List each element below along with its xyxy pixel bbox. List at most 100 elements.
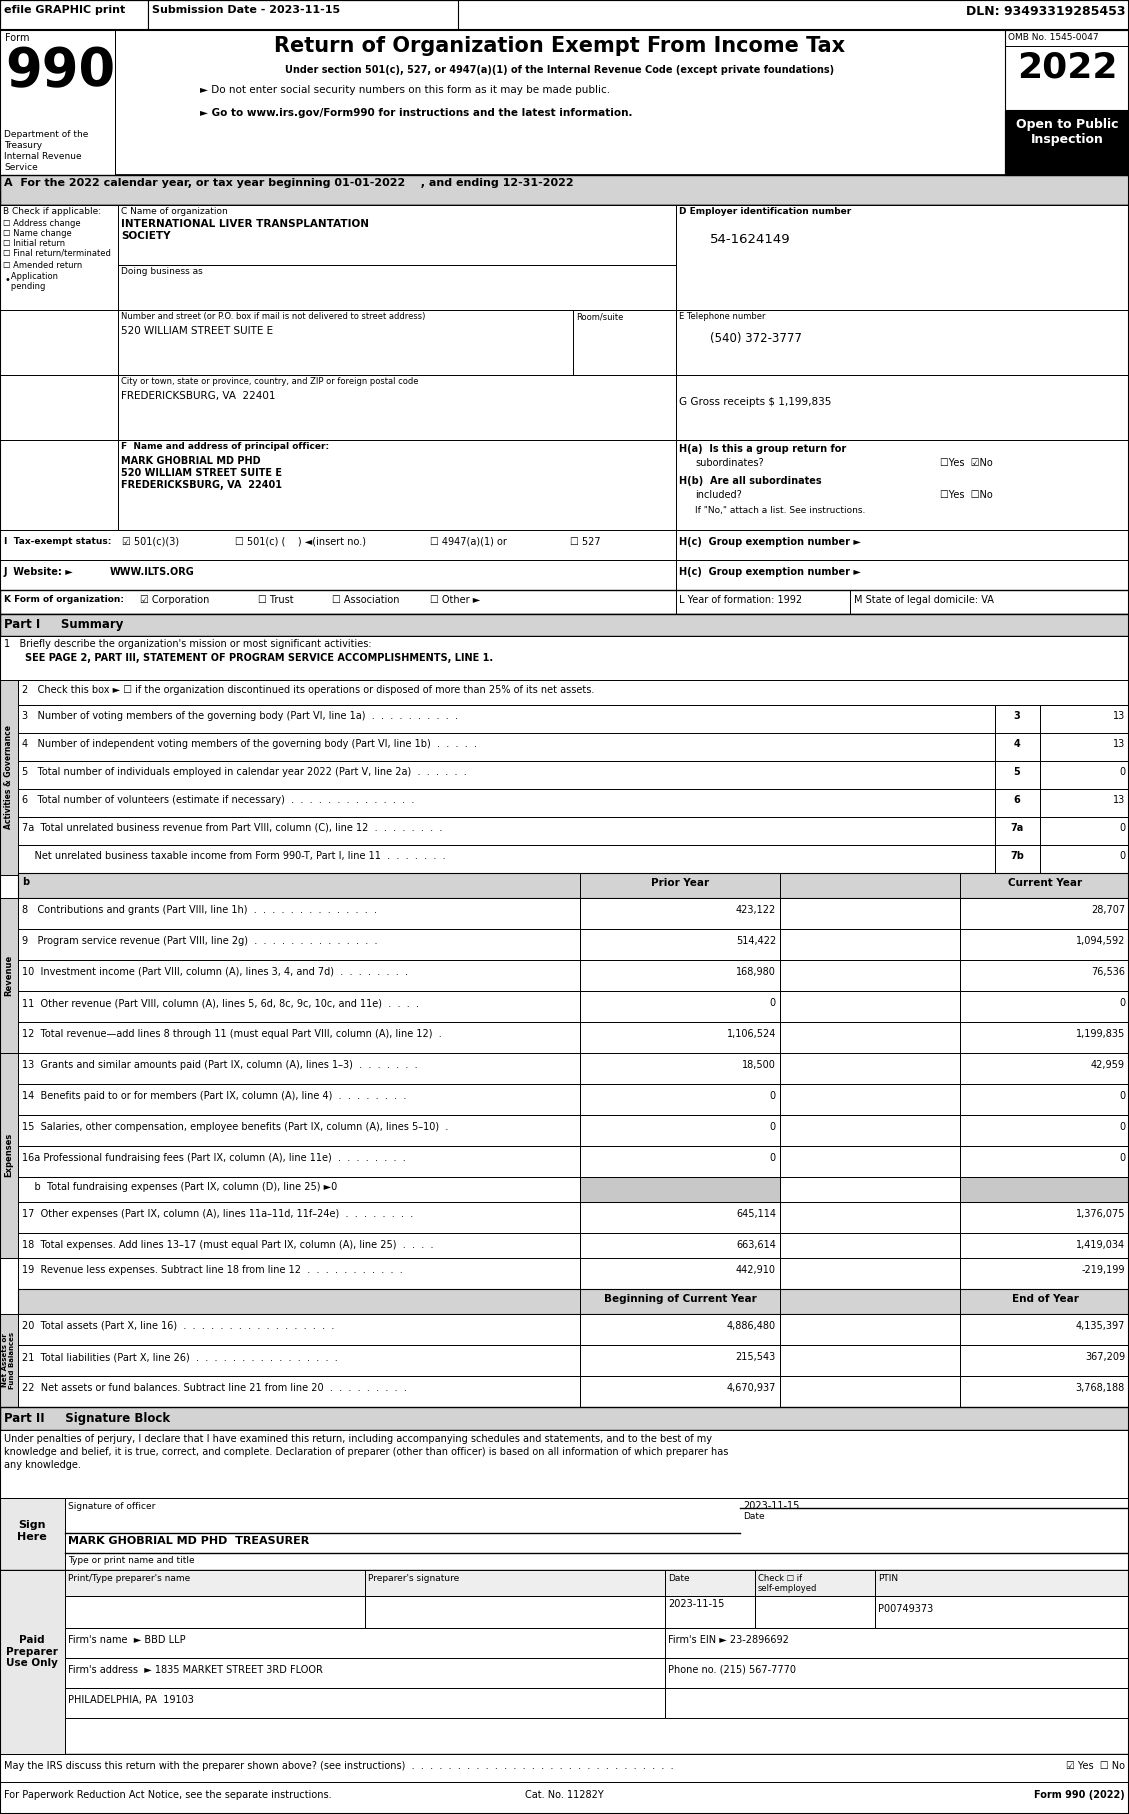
Text: 12  Total revenue—add lines 8 through 11 (must equal Part VIII, column (A), line: 12 Total revenue—add lines 8 through 11 …: [21, 1029, 441, 1039]
Bar: [0, 1313, 18, 1408]
Text: 0: 0: [1119, 824, 1124, 833]
Text: 0: 0: [1119, 1154, 1124, 1163]
Bar: [0, 375, 119, 441]
Bar: [995, 762, 1040, 789]
Text: ☐ Final return/terminated: ☐ Final return/terminated: [3, 249, 111, 258]
Bar: [0, 613, 1129, 637]
Bar: [0, 1781, 1129, 1814]
Bar: [18, 1344, 580, 1377]
Bar: [0, 174, 1129, 205]
Bar: [875, 1569, 1129, 1596]
Text: 0: 0: [1119, 998, 1124, 1009]
Bar: [0, 1498, 65, 1569]
Text: Firm's name  ► BBD LLP: Firm's name ► BBD LLP: [68, 1634, 185, 1645]
Bar: [960, 1177, 1129, 1203]
Text: 6   Total number of volunteers (estimate if necessary)  .  .  .  .  .  .  .  .  : 6 Total number of volunteers (estimate i…: [21, 795, 414, 805]
Bar: [676, 310, 1129, 375]
Bar: [18, 1290, 1129, 1313]
Bar: [0, 561, 1129, 590]
Bar: [780, 1313, 960, 1344]
Text: 423,122: 423,122: [736, 905, 776, 914]
Bar: [1040, 706, 1129, 733]
Bar: [780, 1344, 960, 1377]
Bar: [580, 1313, 780, 1344]
Bar: [18, 1116, 580, 1146]
Text: 13  Grants and similar amounts paid (Part IX, column (A), lines 1–3)  .  .  .  .: 13 Grants and similar amounts paid (Part…: [21, 1059, 418, 1070]
Bar: [0, 590, 1129, 613]
Bar: [995, 706, 1040, 733]
Bar: [960, 1203, 1129, 1234]
Bar: [780, 929, 960, 960]
Bar: [676, 205, 1129, 310]
Bar: [0, 530, 1129, 561]
Bar: [960, 1257, 1129, 1290]
Text: Date: Date: [743, 1513, 764, 1520]
Bar: [365, 1569, 665, 1596]
Bar: [0, 31, 1129, 174]
Text: Expenses: Expenses: [5, 1134, 14, 1177]
Text: Part II     Signature Block: Part II Signature Block: [5, 1411, 170, 1426]
Text: 168,980: 168,980: [736, 967, 776, 978]
Text: K Form of organization:: K Form of organization:: [5, 595, 124, 604]
Text: ☐ 4947(a)(1) or: ☐ 4947(a)(1) or: [430, 537, 507, 548]
Text: Type or print name and title: Type or print name and title: [68, 1556, 194, 1565]
Text: Net unrelated business taxable income from Form 990-T, Part I, line 11  .  .  . : Net unrelated business taxable income fr…: [21, 851, 446, 862]
Text: If "No," attach a list. See instructions.: If "No," attach a list. See instructions…: [695, 506, 865, 515]
Text: ☐ Other ►: ☐ Other ►: [430, 595, 480, 606]
Bar: [18, 1021, 580, 1052]
Text: Cat. No. 11282Y: Cat. No. 11282Y: [525, 1790, 603, 1799]
Bar: [119, 375, 676, 441]
Text: ☐Yes  ☐No: ☐Yes ☐No: [940, 490, 992, 501]
Text: 18,500: 18,500: [742, 1059, 776, 1070]
Bar: [676, 441, 1129, 530]
Text: ☑ Yes  ☐ No: ☑ Yes ☐ No: [1066, 1761, 1124, 1770]
Text: 15  Salaries, other compensation, employee benefits (Part IX, column (A), lines : 15 Salaries, other compensation, employe…: [21, 1123, 448, 1132]
Text: H(c)  Group exemption number ►: H(c) Group exemption number ►: [679, 568, 861, 577]
Bar: [1040, 816, 1129, 845]
Bar: [780, 990, 960, 1021]
Text: Treasury: Treasury: [5, 141, 42, 151]
Text: Sign
Here: Sign Here: [17, 1520, 47, 1542]
Bar: [665, 1596, 755, 1627]
Bar: [960, 990, 1129, 1021]
Bar: [780, 1146, 960, 1177]
Text: ► Do not enter social security numbers on this form as it may be made public.: ► Do not enter social security numbers o…: [200, 85, 610, 94]
Text: 2   Check this box ► ☐ if the organization discontinued its operations or dispos: 2 Check this box ► ☐ if the organization…: [21, 686, 594, 695]
Text: Date: Date: [668, 1575, 690, 1584]
Text: ☐ Association: ☐ Association: [332, 595, 400, 606]
Bar: [119, 265, 676, 310]
Text: (540) 372-3777: (540) 372-3777: [710, 332, 802, 345]
Text: H(a)  Is this a group return for: H(a) Is this a group return for: [679, 444, 847, 454]
Text: A  For the 2022 calendar year, or tax year beginning 01-01-2022    , and ending : A For the 2022 calendar year, or tax yea…: [5, 178, 574, 189]
Text: Under section 501(c), 527, or 4947(a)(1) of the Internal Revenue Code (except pr: Under section 501(c), 527, or 4947(a)(1)…: [286, 65, 834, 74]
Bar: [580, 1234, 780, 1264]
Text: -219,199: -219,199: [1082, 1264, 1124, 1275]
Bar: [995, 789, 1040, 816]
Bar: [580, 1377, 780, 1408]
Text: 514,422: 514,422: [736, 936, 776, 945]
Text: Inspection: Inspection: [1031, 132, 1103, 145]
Bar: [119, 310, 574, 375]
Text: Doing business as: Doing business as: [121, 267, 203, 276]
Bar: [755, 1596, 875, 1627]
Text: 21  Total liabilities (Part X, line 26)  .  .  .  .  .  .  .  .  .  .  .  .  .  : 21 Total liabilities (Part X, line 26) .…: [21, 1351, 338, 1362]
Text: knowledge and belief, it is true, correct, and complete. Declaration of preparer: knowledge and belief, it is true, correc…: [5, 1448, 728, 1457]
Bar: [18, 1085, 580, 1116]
Bar: [18, 845, 995, 873]
Text: 0: 0: [1119, 1090, 1124, 1101]
Text: 0: 0: [770, 1123, 776, 1132]
Text: 6: 6: [1014, 795, 1021, 805]
Text: ☐ 527: ☐ 527: [570, 537, 601, 548]
Text: 7b: 7b: [1010, 851, 1024, 862]
Text: ☐ Trust: ☐ Trust: [259, 595, 294, 606]
Bar: [18, 680, 1129, 706]
Text: 4: 4: [1014, 738, 1021, 749]
Text: 0: 0: [770, 998, 776, 1009]
Bar: [0, 1754, 1129, 1781]
Text: 1,094,592: 1,094,592: [1076, 936, 1124, 945]
Bar: [0, 0, 148, 31]
Text: 13: 13: [1113, 795, 1124, 805]
Text: ☐ Amended return: ☐ Amended return: [3, 261, 82, 270]
Bar: [0, 898, 18, 1052]
Bar: [780, 1234, 960, 1264]
